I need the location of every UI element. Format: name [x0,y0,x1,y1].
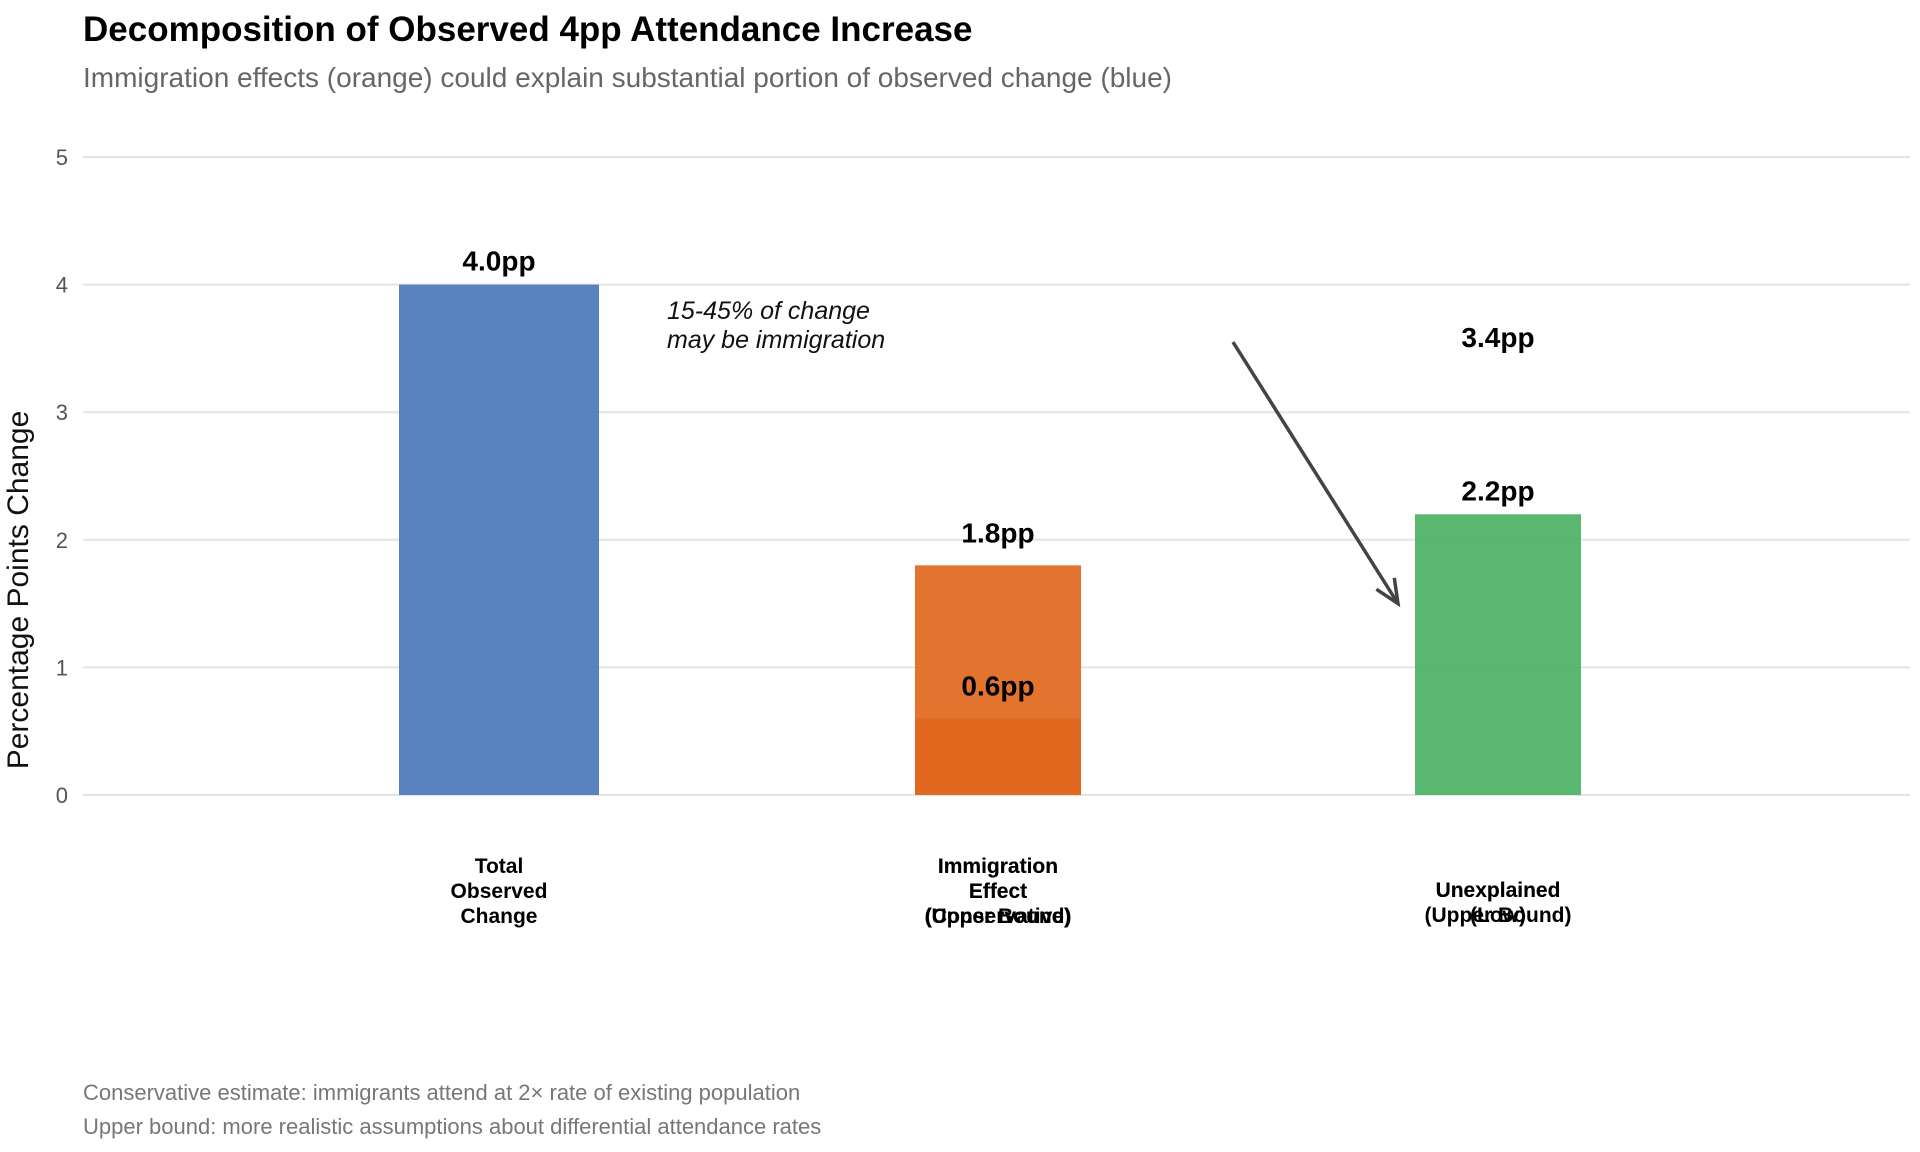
category-label: (Low) [1470,904,1526,927]
annotation-arrow-head [1375,577,1401,608]
category-label: (Upper Bound) [925,905,1072,928]
category-label: Total [475,855,524,878]
annotation-text: 15-45% of change [667,297,870,325]
y-tick-label: 5 [56,145,68,170]
category-label: Effect [969,880,1027,903]
bar [1415,514,1581,795]
caption-upper-bound: Upper bound: more realistic assumptions … [83,1114,822,1139]
value-labels: 4.0pp 0.6pp 1.8pp 3.4pp 2.2pp [462,246,1534,702]
category-label: Immigration [938,855,1058,878]
category-label: (Conservative) [925,905,1071,928]
chart-title: Decomposition of Observed 4pp Attendance… [83,10,973,49]
bar-value-label: 3.4pp [1461,322,1534,353]
category-label: Change [460,905,537,928]
annotation-text: may be immigration [667,326,885,354]
y-tick-label: 1 [56,655,68,680]
bar-value-label: 1.8pp [961,517,1034,548]
y-tick-label: 3 [56,400,68,425]
category-label: Effect [969,880,1027,903]
bar [915,565,1081,795]
category-label: Unexplained [1436,879,1561,902]
bar-value-label: 0.6pp [961,670,1034,701]
category-label: Immigration [938,855,1058,878]
category-label: Unexplained [1436,879,1561,902]
category-label: Observed [451,880,548,903]
y-tick-label: 0 [56,783,68,808]
caption-conservative: Conservative estimate: immigrants attend… [83,1080,801,1105]
y-tick-label: 4 [56,273,68,298]
bar-value-label: 2.2pp [1461,475,1534,506]
y-axis-label: Percentage Points Change [2,411,35,770]
category-label: (Upper Bound) [1425,904,1572,927]
y-axis-ticks: 0 1 2 3 4 5 [56,145,68,808]
annotation-arrow-shaft [1231,341,1400,605]
bar-value-label: 4.0pp [462,246,535,277]
bar [399,284,599,795]
y-tick-label: 2 [56,528,68,553]
chart-subtitle: Immigration effects (orange) could expla… [83,62,1172,93]
bars [399,284,1581,795]
